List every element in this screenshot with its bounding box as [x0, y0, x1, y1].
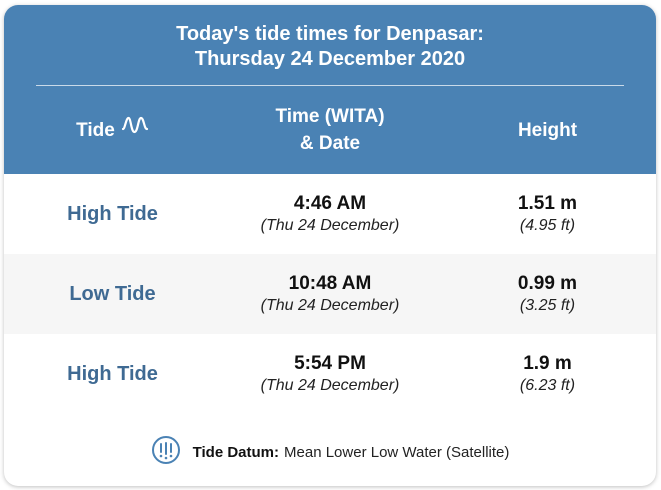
tide-type: High Tide — [67, 202, 158, 225]
tide-height-ft: (3.25 ft) — [519, 297, 576, 314]
tide-time-cell: 4:46 AM (Thu 24 December) — [221, 174, 439, 254]
card-title: Today's tide times for Denpasar: Thursda… — [4, 22, 656, 72]
tide-type-cell: High Tide — [4, 174, 221, 254]
column-header-tide-label: Tide — [76, 120, 115, 141]
tide-wave-icon — [121, 114, 149, 144]
tide-date: (Thu 24 December) — [260, 217, 400, 234]
tide-times-card: Today's tide times for Denpasar: Thursda… — [4, 5, 656, 486]
column-header-time: Time (WITA) & Date — [221, 103, 439, 157]
column-header-tide: Tide — [4, 114, 221, 144]
tide-type-cell: High Tide — [4, 334, 221, 414]
tide-date: (Thu 24 December) — [260, 377, 400, 394]
tide-datum-value: Mean Lower Low Water (Satellite) — [284, 443, 510, 461]
tide-type: Low Tide — [69, 282, 156, 305]
tide-time-cell: 10:48 AM (Thu 24 December) — [221, 254, 439, 334]
tide-height-m: 1.51 m — [517, 193, 578, 214]
title-date: Thursday 24 December 2020 — [194, 48, 466, 70]
column-header-time-label: Time (WITA) — [275, 106, 385, 127]
water-drops-icon — [151, 435, 181, 469]
tide-height-cell: 1.9 m (6.23 ft) — [439, 334, 656, 414]
tide-time: 10:48 AM — [288, 273, 372, 294]
column-header-date-label: & Date — [299, 133, 361, 154]
tide-height-m: 0.99 m — [517, 273, 578, 294]
tide-height-cell: 1.51 m (4.95 ft) — [439, 174, 656, 254]
table-row: Low Tide 10:48 AM (Thu 24 December) 0.99… — [4, 254, 656, 334]
tide-time-cell: 5:54 PM (Thu 24 December) — [221, 334, 439, 414]
tide-height-m: 1.9 m — [523, 353, 572, 374]
title-location: Today's tide times for Denpasar: — [176, 23, 484, 45]
tide-date: (Thu 24 December) — [260, 297, 400, 314]
tide-type-cell: Low Tide — [4, 254, 221, 334]
header-divider — [36, 85, 624, 86]
tide-datum-footer: Tide Datum: Mean Lower Low Water (Satell… — [4, 435, 656, 469]
tide-time: 4:46 AM — [293, 193, 367, 214]
table-row: High Tide 5:54 PM (Thu 24 December) 1.9 … — [4, 334, 656, 414]
tide-type: High Tide — [67, 362, 158, 385]
tide-height-cell: 0.99 m (3.25 ft) — [439, 254, 656, 334]
tide-time: 5:54 PM — [294, 353, 366, 374]
column-header-height: Height — [517, 120, 578, 141]
tide-height-ft: (6.23 ft) — [519, 377, 576, 394]
table-row: High Tide 4:46 AM (Thu 24 December) 1.51… — [4, 174, 656, 254]
tide-datum-label: Tide Datum: — [192, 443, 280, 461]
card-header: Today's tide times for Denpasar: Thursda… — [4, 5, 656, 174]
tide-height-ft: (4.95 ft) — [519, 217, 576, 234]
